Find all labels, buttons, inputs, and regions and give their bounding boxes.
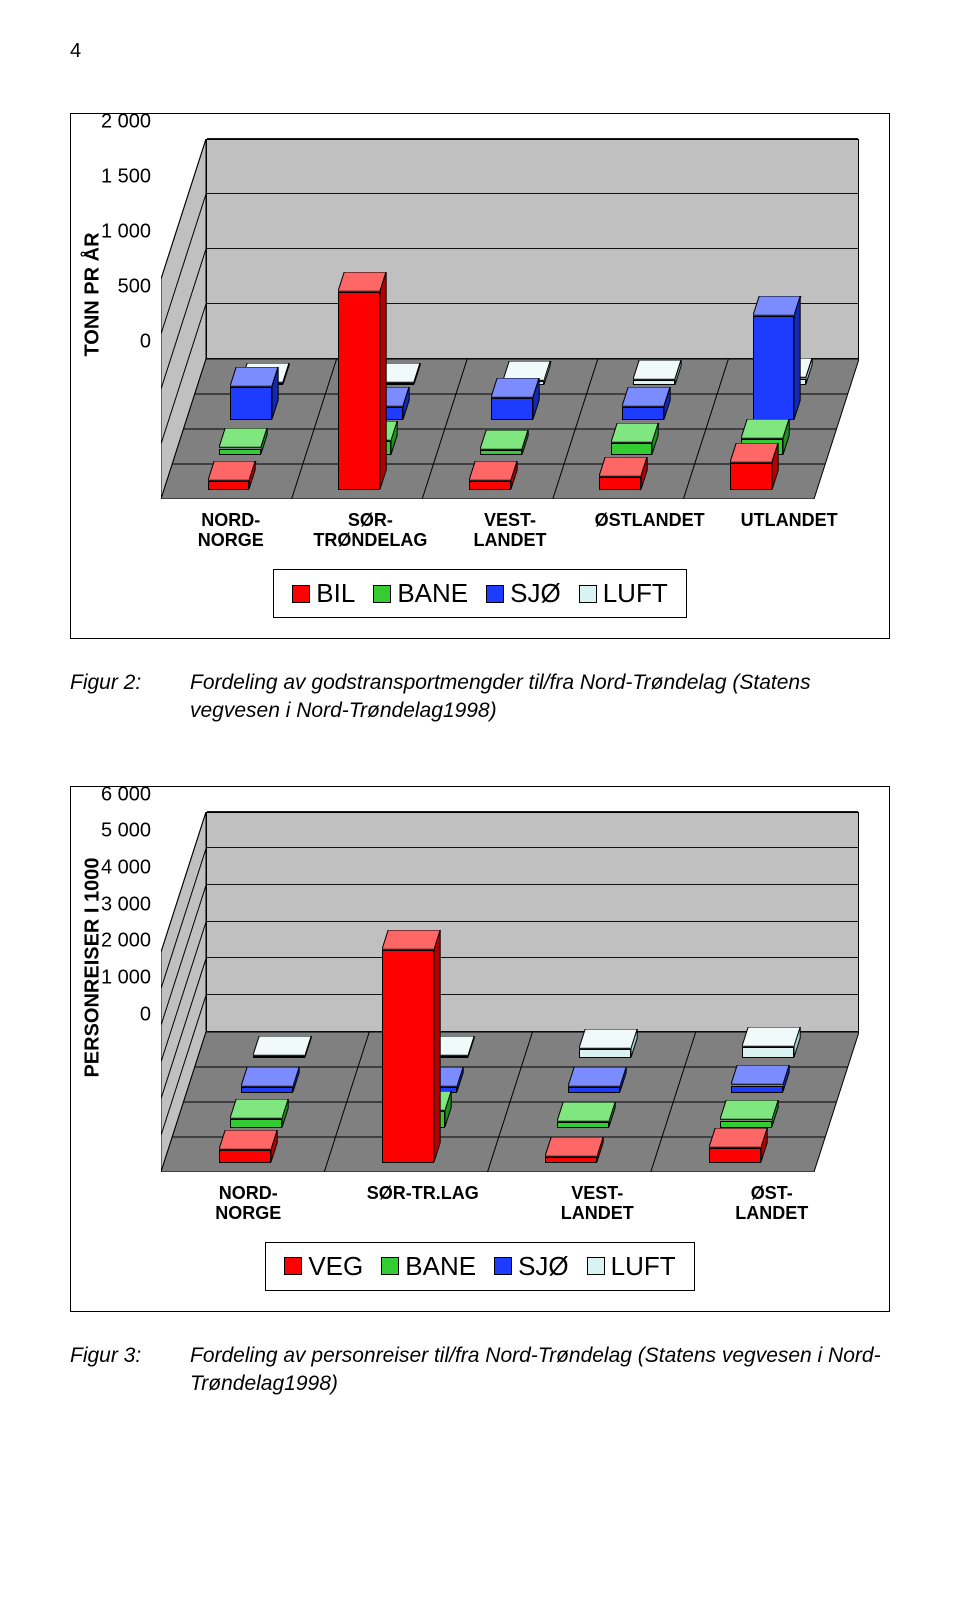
y-tick-label: 1 000 (101, 967, 151, 990)
figure-2-caption: Figur 2: Fordeling av godstransportmengd… (70, 669, 890, 726)
legend-item: LUFT (579, 578, 668, 609)
y-tick-label: 0 (140, 331, 151, 354)
x-category-label: ØST-LANDET (685, 1184, 860, 1224)
y-tick-label: 2 000 (101, 930, 151, 953)
figure-3-chart: PERSONREISER I 1000 01 0002 0003 0004 00… (70, 786, 890, 1312)
legend-item: LUFT (587, 1251, 676, 1282)
legend-item: BANE (373, 578, 468, 609)
y-tick-label: 5 000 (101, 820, 151, 843)
y-tick-label: 2 000 (101, 111, 151, 134)
legend-swatch (292, 585, 310, 603)
legend-swatch (373, 585, 391, 603)
figure-2-chart: TONN PR ÅR 05001 0001 5002 000 NORD-NORG… (70, 113, 890, 639)
legend-item: SJØ (494, 1251, 569, 1282)
x-category-label: SØR-TR.LAG (336, 1184, 511, 1224)
figure-3-caption: Figur 3: Fordeling av personreiser til/f… (70, 1342, 890, 1399)
x-category-label: UTLANDET (719, 511, 859, 551)
legend-swatch (381, 1257, 399, 1275)
x-category-label: VEST-LANDET (510, 1184, 685, 1224)
legend-label: LUFT (611, 1251, 676, 1282)
legend-swatch (579, 585, 597, 603)
x-category-label: ØSTLANDET (580, 511, 720, 551)
y-tick-label: 3 000 (101, 893, 151, 916)
caption-text: Fordeling av godstransportmengder til/fr… (190, 669, 890, 726)
y-tick-label: 1 000 (101, 221, 151, 244)
legend-label: BIL (316, 578, 355, 609)
legend-label: SJØ (518, 1251, 569, 1282)
page-number: 4 (70, 40, 890, 63)
legend-swatch (486, 585, 504, 603)
legend-swatch (587, 1257, 605, 1275)
legend-item: VEG (284, 1251, 363, 1282)
x-category-label: NORD-NORGE (161, 511, 301, 551)
y-tick-label: 0 (140, 1003, 151, 1026)
caption-text: Fordeling av personreiser til/fra Nord-T… (190, 1342, 890, 1399)
legend-label: SJØ (510, 578, 561, 609)
legend-label: BANE (405, 1251, 476, 1282)
x-category-label: SØR-TRØNDELAG (301, 511, 441, 551)
caption-label: Figur 2: (70, 669, 190, 726)
x-category-label: VEST-LANDET (440, 511, 580, 551)
y-tick-label: 500 (118, 276, 151, 299)
legend-item: BIL (292, 578, 355, 609)
y-tick-label: 1 500 (101, 166, 151, 189)
y-tick-label: 6 000 (101, 783, 151, 806)
legend-label: VEG (308, 1251, 363, 1282)
legend-swatch (494, 1257, 512, 1275)
legend-item: SJØ (486, 578, 561, 609)
x-category-label: NORD-NORGE (161, 1184, 336, 1224)
chart1-legend: BIL BANE SJØ LUFT (91, 569, 869, 618)
chart2-legend: VEG BANE SJØ LUFT (91, 1242, 869, 1291)
caption-label: Figur 3: (70, 1342, 190, 1399)
y-tick-label: 4 000 (101, 857, 151, 880)
legend-swatch (284, 1257, 302, 1275)
legend-label: BANE (397, 578, 468, 609)
legend-label: LUFT (603, 578, 668, 609)
legend-item: BANE (381, 1251, 476, 1282)
